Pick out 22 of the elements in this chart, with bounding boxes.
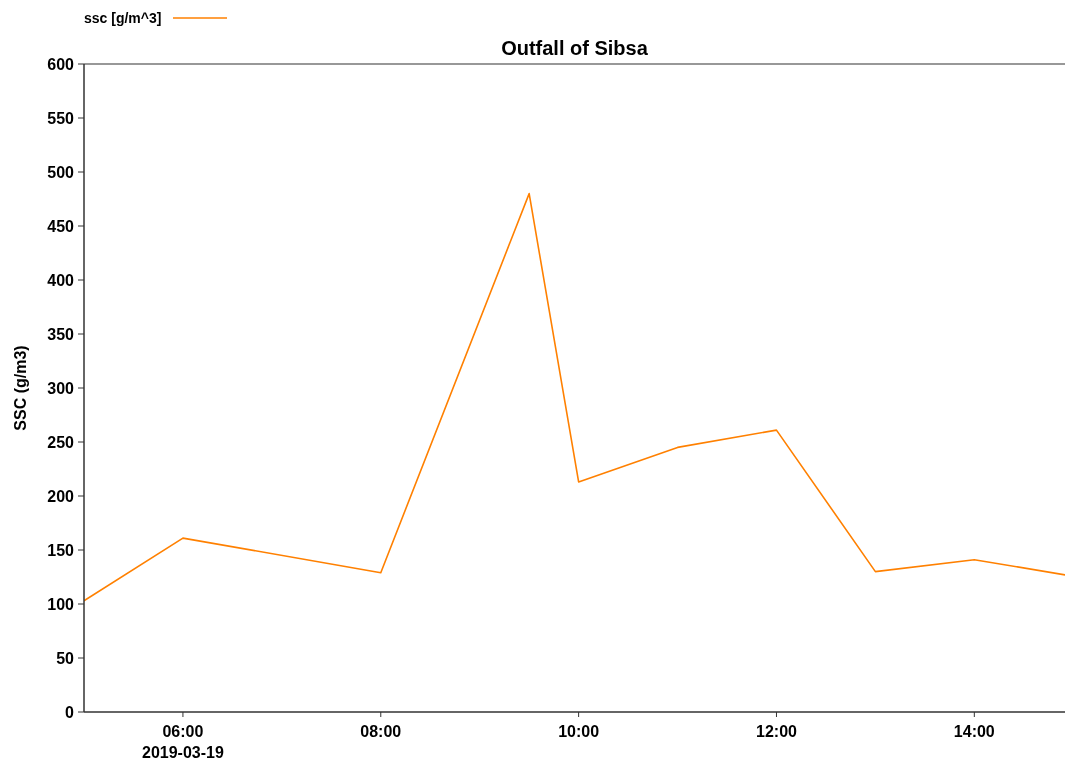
y-tick-label: 550: [47, 110, 75, 127]
x-tick-label: 10:00: [558, 723, 600, 740]
y-tick-label: 600: [47, 56, 75, 73]
y-tick-label: 200: [47, 488, 75, 505]
y-tick-label: 350: [47, 326, 75, 343]
chart-title: Outfall of Sibsa: [500, 36, 649, 60]
legend-label: ssc [g/m^3]: [84, 10, 162, 26]
y-tick-label: 450: [47, 218, 75, 235]
y-tick-label: 150: [47, 542, 75, 559]
x-tick-label: 14:00: [953, 723, 995, 740]
y-tick-label: 300: [47, 380, 75, 397]
x-tick-label: 06:00 2019-03-19: [142, 723, 224, 761]
y-tick-label: 100: [47, 596, 75, 613]
y-tick-label: 50: [56, 650, 75, 667]
y-tick-label: 500: [47, 164, 75, 181]
y-tick-label: 400: [47, 272, 75, 289]
y-axis-title: SSC (g/m3): [11, 345, 29, 431]
line-series: [84, 192, 1065, 602]
x-tick-label: 12:00: [756, 723, 798, 740]
y-tick-label: 0: [65, 704, 75, 721]
y-tick-label: 250: [47, 434, 75, 451]
x-tick-label: 08:00: [360, 723, 402, 740]
